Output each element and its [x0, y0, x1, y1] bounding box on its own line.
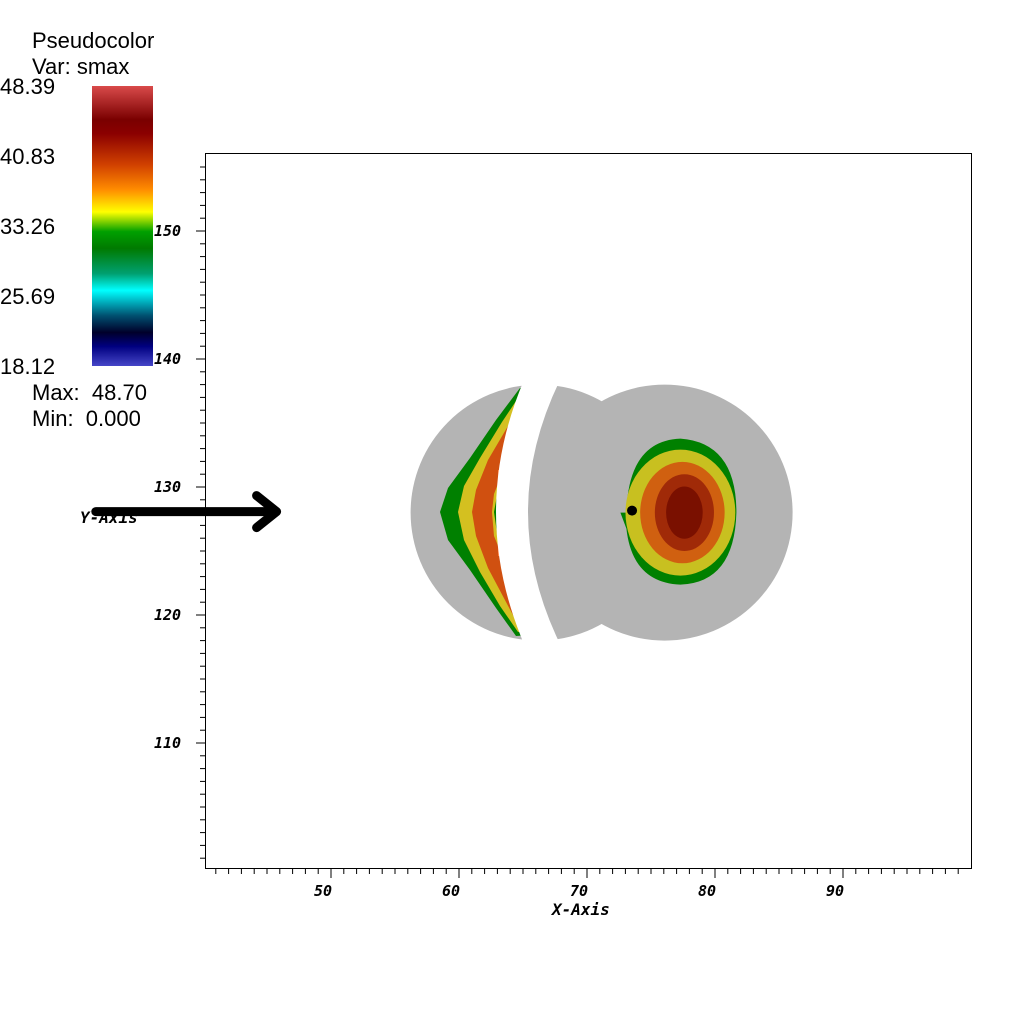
plot-frame — [205, 153, 972, 869]
y-tick-label: 110 — [154, 734, 182, 752]
colorbar-label-3: 33.26 — [0, 214, 56, 239]
point-marker — [627, 505, 638, 516]
y-tick-label: 130 — [154, 478, 182, 496]
y-tick-label: 140 — [154, 350, 182, 368]
x-tick-label: 80 — [698, 882, 717, 900]
data-max: Max: 48.70 — [32, 380, 147, 405]
colorbar-label-4: 25.69 — [0, 284, 56, 309]
colorbar-label-min: 18.12 — [0, 354, 56, 379]
y-tick-label: 150 — [154, 222, 182, 240]
oval-field — [620, 438, 737, 585]
x-axis-title: X-Axis — [552, 900, 610, 919]
y-tick-label: 120 — [154, 606, 182, 624]
oval-core — [666, 486, 703, 539]
legend-variable: Var: smax — [32, 54, 130, 79]
colorbar — [92, 86, 153, 366]
x-tick-label: 60 — [442, 882, 461, 900]
legend-title: Pseudocolor — [32, 28, 155, 53]
x-tick-label: 90 — [826, 882, 845, 900]
arrow-head — [252, 491, 282, 533]
disc-gap — [496, 380, 560, 644]
colorbar-label-2: 40.83 — [0, 144, 56, 169]
colorbar-label-max: 48.39 — [0, 74, 56, 99]
x-tick-label: 70 — [570, 882, 589, 900]
data-min: Min: 0.000 — [32, 406, 141, 431]
x-tick-label: 50 — [314, 882, 333, 900]
y-axis-title: Y-Axis — [80, 508, 138, 527]
